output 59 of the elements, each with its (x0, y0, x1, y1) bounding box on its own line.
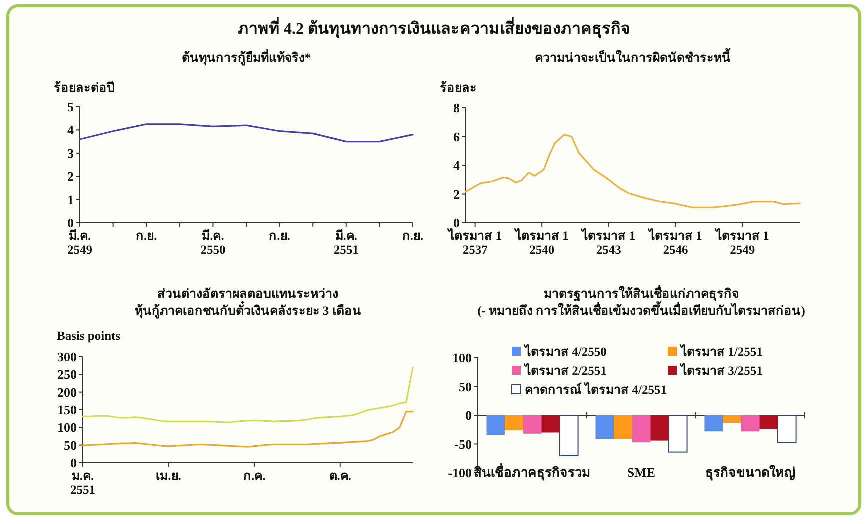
y-tick-label: 150 (58, 402, 77, 418)
y-tick-label: 100 (58, 420, 77, 436)
x-tick-label: ไตรมาส 1 2540 (513, 228, 569, 257)
y-tick-label: 200 (58, 384, 77, 400)
y-tick-label: 4 (454, 158, 460, 173)
y-axis-title: ร้อยละ (440, 81, 477, 95)
x-tick-label: ธุรกิจขนาดใหญ่ (706, 464, 796, 481)
line-series (82, 366, 414, 424)
y-tick-label: 0 (68, 216, 74, 230)
y-tick-label: 100 (452, 350, 472, 366)
x-tick-label: มี.ค. 2549 (68, 229, 92, 257)
y-tick-label: 0 (466, 408, 472, 423)
text: ภาพที่ 4.2 ต้นทุนทางการเงินและความเสี่ยงของภาคธุรกิจ (238, 17, 630, 39)
chart-title: มาตรฐานการให้สินเชื่อแก่ภาคธุรกิจ (544, 285, 739, 302)
y-tick-label: 3 (68, 146, 74, 161)
y-tick-label: 0 (70, 456, 77, 470)
y-tick-label: 1 (68, 192, 74, 208)
y-tick-label: 4 (68, 122, 74, 138)
x-tick-label: มี.ค. 2551 (334, 229, 359, 257)
chart-title: ความน่าจะเป็นในการผิดนัดชำระหนี้ (535, 48, 731, 65)
x-tick-label: ก.ย. (136, 229, 158, 243)
x-tick-label: สินเชื่อภาคธุรกิจรวม (474, 463, 591, 481)
x-tick-label: ไตรมาส 1 2543 (580, 228, 636, 257)
y-tick-label: 8 (454, 100, 460, 116)
x-tick-label: ไตรมาส 1 2537 (446, 228, 502, 257)
x-tick-label: ม.ค. 2551 (70, 469, 96, 497)
line-series (79, 124, 414, 143)
y-axis-title: Basis points (57, 329, 121, 343)
y-tick-label: 0 (454, 216, 460, 230)
y-tick-label: 250 (58, 367, 77, 382)
legend-label: ไตรมาส 1/2551 (679, 344, 763, 359)
y-tick-label: 5 (68, 100, 74, 114)
line-series (465, 134, 801, 208)
y-tick-label: 2 (68, 169, 74, 184)
x-tick-label: มี.ค. 2550 (200, 229, 226, 257)
y-tick-label: -100 (448, 466, 472, 480)
x-tick-label: ก.ค. (243, 469, 266, 483)
line-series (82, 410, 414, 448)
x-tick-label: ไตรมาส 1 2546 (647, 228, 702, 257)
x-tick-label: ไตรมาส 1 2549 (714, 228, 770, 257)
chart-title: ต้นทุนการกู้ยืมที่แท้จริง* (182, 49, 312, 66)
chart-subtitle: (- หมายถึง การให้สินเชื่อเข้มงวดขึ้นเมื่อเทียบกับไตรมาสก่อน) (478, 301, 806, 318)
y-tick-label: 300 (58, 350, 77, 364)
x-tick-label: ต.ค. (329, 469, 352, 483)
y-tick-label: -50 (454, 436, 472, 452)
x-tick-label: ก.ย. (269, 229, 290, 243)
y-tick-label: 2 (454, 186, 460, 202)
chart-title: ส่วนต่างอัตราผลตอบแทนระหว่าง หุ้นกู้ภาคเอกชนกับตั๋วเงินคลังระยะ 3 เดือน (134, 287, 362, 319)
legend-label: ไตรมาส 4/2550 (523, 344, 607, 359)
x-tick-label: ก.ย. (402, 229, 424, 243)
legend-label: ไตรมาส 3/2551 (679, 363, 763, 378)
y-tick-label: 50 (459, 379, 472, 394)
legend-label: ไตรมาส 2/2551 (523, 363, 607, 378)
y-tick-label: 50 (64, 438, 77, 453)
x-tick-label: SME (627, 465, 656, 480)
y-axis-title: ร้อยละต่อปี (54, 81, 115, 95)
legend-label: คาดการณ์ ไตรมาส 4/2551 (525, 382, 667, 397)
x-tick-label: เม.ย. (156, 469, 182, 483)
y-tick-label: 6 (454, 129, 460, 144)
